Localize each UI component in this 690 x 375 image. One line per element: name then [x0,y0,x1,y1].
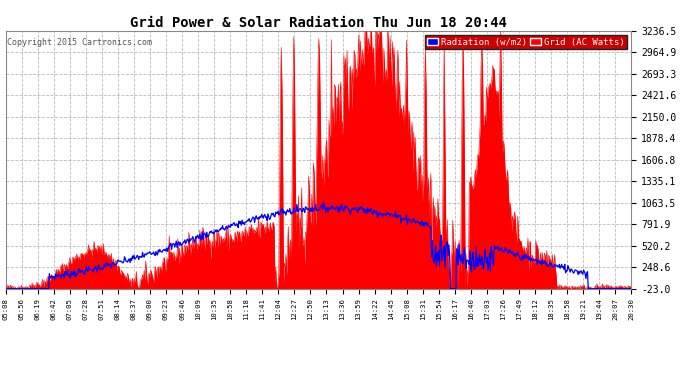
Legend: Radiation (w/m2), Grid (AC Watts): Radiation (w/m2), Grid (AC Watts) [425,35,627,49]
Title: Grid Power & Solar Radiation Thu Jun 18 20:44: Grid Power & Solar Radiation Thu Jun 18 … [130,16,507,30]
Text: Copyright 2015 Cartronics.com: Copyright 2015 Cartronics.com [7,39,152,48]
